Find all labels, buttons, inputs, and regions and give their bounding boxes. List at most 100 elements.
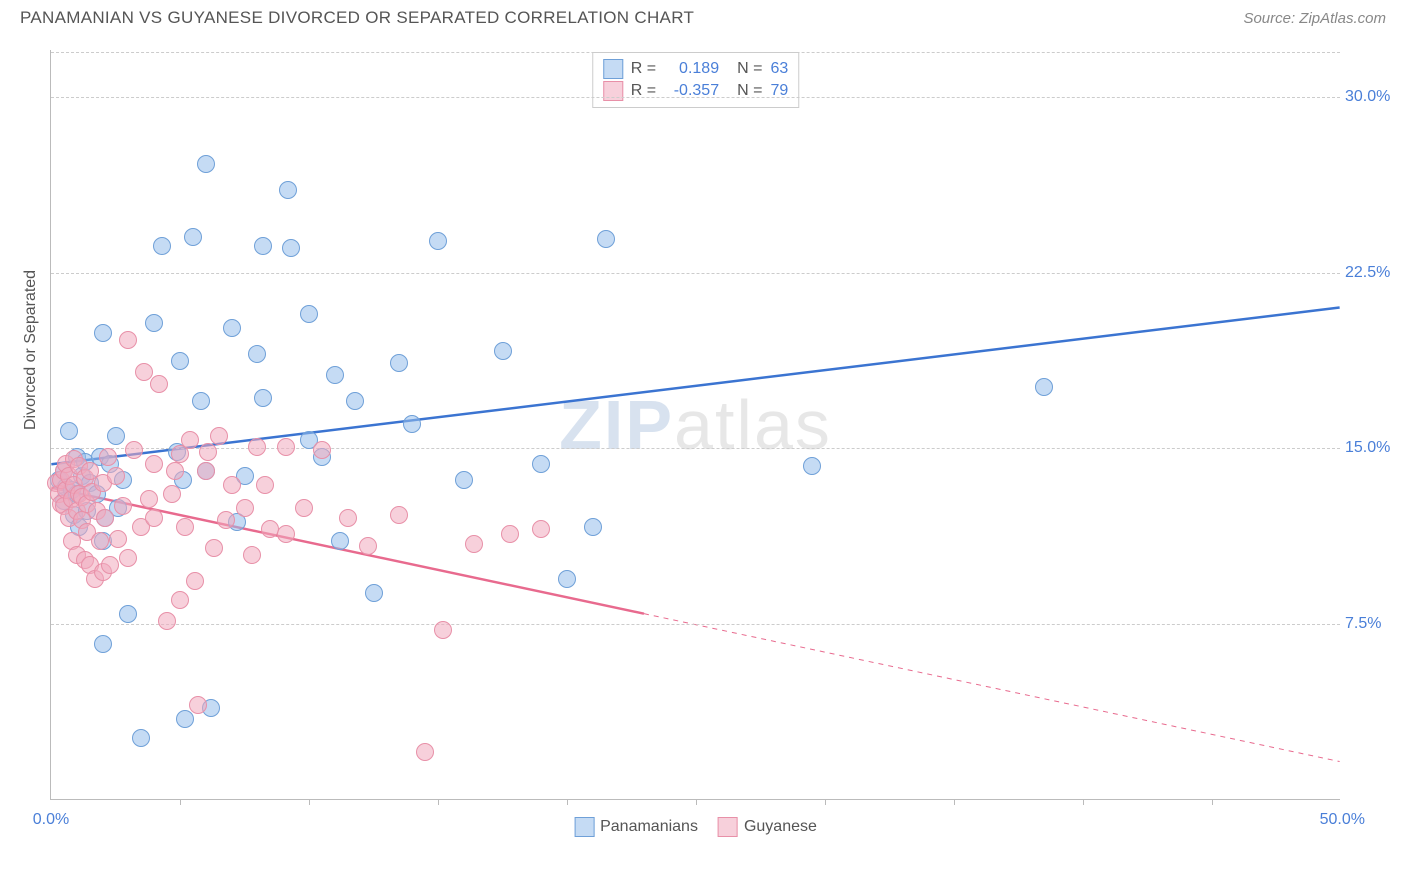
scatter-point [107,427,125,445]
x-tick-mark [309,799,310,805]
scatter-point [176,710,194,728]
trend-line [51,307,1339,464]
scatter-point [153,237,171,255]
scatter-point [279,181,297,199]
scatter-point [109,530,127,548]
x-tick-mark [567,799,568,805]
scatter-point [119,605,137,623]
scatter-point [254,237,272,255]
scatter-point [403,415,421,433]
watermark-zip: ZIP [559,386,674,464]
scatter-point [96,509,114,527]
scatter-point [532,520,550,538]
scatter-point [119,549,137,567]
scatter-point [558,570,576,588]
scatter-point [99,448,117,466]
scatter-point [176,518,194,536]
x-tick-mark [180,799,181,805]
scatter-point [114,497,132,515]
scatter-point [189,696,207,714]
scatter-point [158,612,176,630]
trend-line-extrapolated [644,614,1340,762]
scatter-point [416,743,434,761]
legend-row: R =0.189N =63 [603,59,788,79]
scatter-point [326,366,344,384]
scatter-point [125,441,143,459]
scatter-point [339,509,357,527]
scatter-point [390,354,408,372]
watermark: ZIPatlas [559,385,832,465]
scatter-point [390,506,408,524]
gridline [51,52,1340,53]
scatter-point [365,584,383,602]
scatter-point [91,532,109,550]
legend-series-name: Guyanese [744,818,817,836]
scatter-point [501,525,519,543]
scatter-point [248,345,266,363]
scatter-point [256,476,274,494]
scatter-point [313,441,331,459]
scatter-point [192,392,210,410]
scatter-point [434,621,452,639]
scatter-point [199,443,217,461]
scatter-point [248,438,266,456]
scatter-point [171,591,189,609]
gridline [51,97,1340,98]
scatter-point [465,535,483,553]
scatter-point [181,431,199,449]
scatter-point [429,232,447,250]
x-tick-mark [438,799,439,805]
trend-lines-svg [51,50,1340,799]
scatter-point [277,525,295,543]
y-tick-label: 15.0% [1345,439,1400,457]
scatter-point [223,319,241,337]
scatter-point [223,476,241,494]
x-tick-mark [1212,799,1213,805]
scatter-point [132,729,150,747]
scatter-point [217,511,235,529]
scatter-point [532,455,550,473]
scatter-point [135,363,153,381]
legend-n-label: N = [737,60,762,78]
scatter-point [150,375,168,393]
scatter-point [494,342,512,360]
scatter-point [282,239,300,257]
y-tick-label: 7.5% [1345,615,1400,633]
scatter-point [94,324,112,342]
legend-series-name: Panamanians [600,818,698,836]
scatter-point [140,490,158,508]
watermark-atlas: atlas [674,386,832,464]
x-axis-start-label: 0.0% [33,811,69,829]
chart-source: Source: ZipAtlas.com [1243,10,1386,27]
legend-swatch [574,817,594,837]
scatter-point [163,485,181,503]
legend-series-item: Guyanese [718,817,817,837]
scatter-point [455,471,473,489]
chart-title: PANAMANIAN VS GUYANESE DIVORCED OR SEPAR… [20,8,694,28]
scatter-point [331,532,349,550]
scatter-point [300,305,318,323]
scatter-point [803,457,821,475]
y-tick-label: 22.5% [1345,264,1400,282]
legend-series-item: Panamanians [574,817,698,837]
x-tick-mark [825,799,826,805]
scatter-point [584,518,602,536]
scatter-point [243,546,261,564]
legend-row: R =-0.357N =79 [603,81,788,101]
gridline [51,273,1340,274]
chart-header: PANAMANIAN VS GUYANESE DIVORCED OR SEPAR… [0,0,1406,32]
scatter-point [145,455,163,473]
legend-swatch [718,817,738,837]
y-axis-label: Divorced or Separated [22,270,40,430]
scatter-point [346,392,364,410]
trend-line [51,488,644,614]
scatter-point [119,331,137,349]
legend-n-value: 63 [770,60,788,78]
scatter-point [210,427,228,445]
chart-plot-area: ZIPatlas R =0.189N =63R =-0.357N =79 Pan… [50,50,1340,800]
scatter-point [197,462,215,480]
scatter-point [277,438,295,456]
scatter-point [107,467,125,485]
legend-swatch [603,59,623,79]
scatter-point [295,499,313,517]
